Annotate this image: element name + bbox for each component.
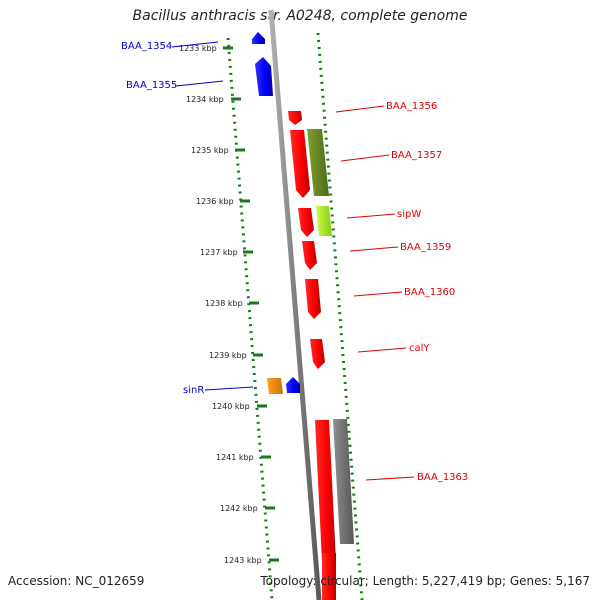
label-BAA_1356[interactable]: BAA_1356 [386,101,437,112]
label-BAA_1354[interactable]: BAA_1354 [121,41,172,52]
label-BAA_1357[interactable]: BAA_1357 [391,150,442,161]
label-BAA_1355[interactable]: BAA_1355 [126,80,177,91]
genome-backbone [268,9,322,600]
tick-label-1235: 1235 kbp [191,146,229,155]
genome-summary: Topology: circular; Length: 5,227,419 bp… [260,574,590,588]
gene-sinR[interactable] [286,377,300,393]
gene-BAA_1363[interactable] [315,420,336,570]
genome-title: Bacillus anthracis str. A0248, complete … [132,8,468,24]
gene-BAA_1355[interactable] [255,57,273,96]
tick-label-1236: 1236 kbp [196,197,234,206]
tick-label-1239: 1239 kbp [209,351,247,360]
gene-gray[interactable] [333,419,354,544]
gene-BAA_1359[interactable] [302,241,317,270]
label-BAA_1360[interactable]: BAA_1360 [404,287,455,298]
tick-label-1240: 1240 kbp [212,402,250,411]
leader-lines [171,41,415,481]
tick-label-1234: 1234 kbp [186,95,224,104]
label-BAA_1359[interactable]: BAA_1359 [400,242,451,253]
gene-bottom-red[interactable] [322,553,336,600]
tick-label-1238: 1238 kbp [205,299,243,308]
gene-calY[interactable] [310,339,325,369]
tick-marks [223,46,279,562]
tick-label-1233: 1233 kbp [179,44,217,53]
label-calY[interactable]: calY [409,343,430,354]
label-BAA_1363[interactable]: BAA_1363 [417,472,468,483]
tick-labels: 1233 kbp 1234 kbp 1235 kbp 1236 kbp 1237… [179,44,262,565]
gene-olive[interactable] [307,129,329,196]
gene-sipW-lime[interactable] [316,206,332,236]
tick-label-1242: 1242 kbp [220,504,258,513]
accession-text: Accession: NC_012659 [8,574,145,588]
tick-label-1241: 1241 kbp [216,453,254,462]
gene-BAA_1354[interactable] [252,32,265,44]
gene-BAA_1356[interactable] [288,111,302,125]
gene-BAA_1357[interactable] [290,130,310,198]
gene-BAA_1360[interactable] [305,279,321,319]
tick-label-1243: 1243 kbp [224,556,262,565]
label-sipW[interactable]: sipW [397,209,421,220]
dotted-ring-left [226,37,274,600]
label-sinR[interactable]: sinR [183,385,204,396]
gene-orange[interactable] [267,378,283,394]
tick-label-1237: 1237 kbp [200,248,238,257]
gene-BAA_1357b[interactable] [298,208,314,237]
